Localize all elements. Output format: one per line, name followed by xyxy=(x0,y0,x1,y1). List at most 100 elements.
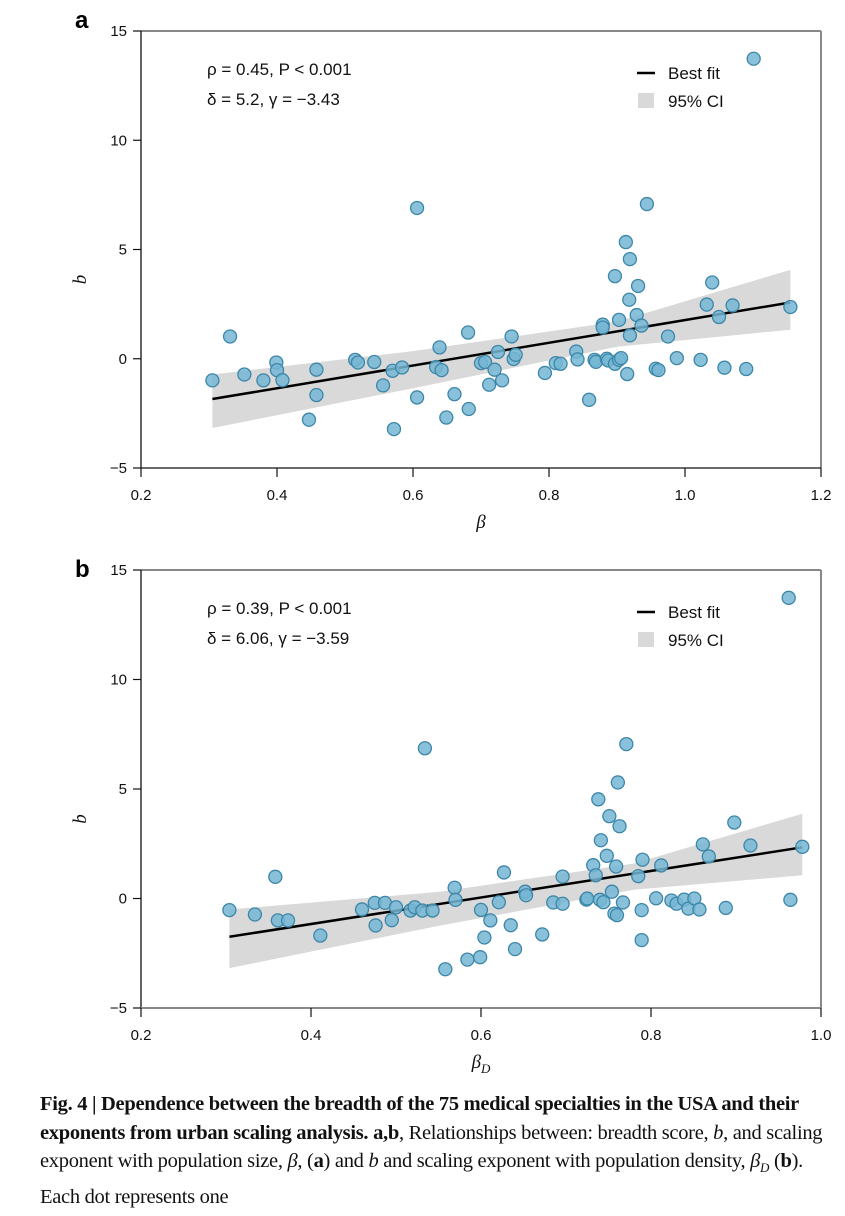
y-axis-label: b xyxy=(70,814,91,824)
data-point xyxy=(725,298,740,313)
data-point xyxy=(247,907,263,922)
data-point xyxy=(537,365,553,381)
data-point xyxy=(394,360,410,375)
data-point xyxy=(630,278,646,294)
data-point xyxy=(503,918,518,933)
panel-label-a: a xyxy=(75,7,89,34)
figure-canvas: a −5 0 5 10 15 0.2 0.4 0.6 0.8 1.0 1.2 β b ρ = 0.45, P… xyxy=(70,7,832,1076)
legend-ci-swatch xyxy=(638,93,654,108)
data-point xyxy=(256,373,271,388)
data-point xyxy=(350,355,366,370)
y-tick-label: 10 xyxy=(110,672,127,689)
x-tick-label: 0.4 xyxy=(301,1027,322,1044)
data-point xyxy=(718,900,733,916)
caption-text: , Relationships between: breadth score, xyxy=(398,1121,714,1144)
data-point xyxy=(604,884,620,899)
data-point xyxy=(535,927,550,942)
data-point xyxy=(599,848,614,863)
data-point xyxy=(555,896,570,911)
data-point xyxy=(596,895,611,910)
x-tick-label: 0.2 xyxy=(131,1027,152,1044)
data-point xyxy=(693,352,708,367)
data-point xyxy=(651,362,666,378)
caption-panel-ref-a: a xyxy=(313,1150,324,1172)
y-tick-label: 10 xyxy=(110,132,127,149)
data-point xyxy=(555,869,570,884)
data-point xyxy=(313,928,328,943)
data-point xyxy=(746,51,761,66)
data-point xyxy=(588,868,603,883)
data-point xyxy=(795,839,810,854)
data-point xyxy=(619,736,634,752)
data-point xyxy=(368,918,383,933)
x-tick-label: 1.2 xyxy=(811,487,832,504)
data-point xyxy=(461,401,476,417)
panel-a: a −5 0 5 10 15 0.2 0.4 0.6 0.8 1.0 1.2 β b ρ = 0.45, P… xyxy=(70,7,831,533)
y-tick-label: −5 xyxy=(110,460,127,477)
caption-panels-label: a,b xyxy=(373,1121,399,1144)
data-point xyxy=(237,367,252,382)
data-point xyxy=(783,299,798,315)
data-point xyxy=(301,412,317,427)
data-point xyxy=(648,891,664,906)
data-point xyxy=(432,340,447,355)
data-point xyxy=(692,902,707,917)
panel-label-b: b xyxy=(75,556,90,583)
data-point xyxy=(460,325,476,340)
data-point xyxy=(222,902,237,918)
x-tick-label: 1.0 xyxy=(811,1027,832,1044)
data-point xyxy=(743,838,758,853)
caption-subscript-d: D xyxy=(760,1160,770,1176)
data-point xyxy=(783,892,798,907)
x-axis-label-subscript: D xyxy=(480,1061,491,1076)
stats-annotation: ρ = 0.39, P < 0.001 xyxy=(207,599,352,618)
stats-annotation: ρ = 0.45, P < 0.001 xyxy=(207,60,352,79)
data-point xyxy=(508,347,523,362)
data-point xyxy=(620,366,635,382)
data-point xyxy=(409,390,425,405)
data-point xyxy=(711,309,727,325)
data-point xyxy=(739,361,754,377)
caption-symbol-beta-d: β xyxy=(750,1150,761,1172)
data-point xyxy=(494,373,510,388)
data-point xyxy=(701,849,716,864)
legend-best-fit-label: Best fit xyxy=(668,64,720,83)
caption-text: , and scaling exponent with population s… xyxy=(40,1121,823,1173)
data-point xyxy=(607,269,623,284)
data-point xyxy=(705,275,720,290)
data-point xyxy=(639,196,655,212)
figure-caption: Fig. 4 | Dependence between the breadth … xyxy=(40,1090,830,1211)
data-point xyxy=(518,888,534,903)
data-point xyxy=(591,792,606,807)
data-point xyxy=(205,373,220,388)
data-point xyxy=(504,329,519,344)
caption-title: Dependence between the breadth of the 75… xyxy=(40,1093,799,1144)
data-point xyxy=(490,344,506,360)
y-tick-label: 15 xyxy=(110,562,127,579)
stats-annotation: δ = 5.2, γ = −3.43 xyxy=(207,90,340,109)
data-point xyxy=(631,869,646,884)
data-point xyxy=(438,962,453,977)
data-point xyxy=(727,815,742,830)
legend-ci-label: 95% CI xyxy=(668,631,724,650)
y-tick-label: −5 xyxy=(110,1000,127,1017)
data-point xyxy=(439,410,454,425)
x-tick-label: 0.8 xyxy=(539,487,560,504)
data-point xyxy=(610,775,625,790)
caption-symbol-b: b xyxy=(713,1121,724,1144)
data-point xyxy=(448,892,463,907)
data-point xyxy=(609,907,625,923)
data-point xyxy=(635,852,650,867)
data-point xyxy=(447,880,462,895)
y-axis-label: b xyxy=(70,275,91,285)
data-point xyxy=(593,833,608,848)
data-point xyxy=(354,902,370,917)
x-tick-label: 0.2 xyxy=(131,487,152,504)
data-point xyxy=(634,318,649,333)
data-point xyxy=(660,329,676,344)
data-point xyxy=(309,362,324,377)
data-point xyxy=(409,200,425,216)
data-point xyxy=(618,234,633,250)
data-point xyxy=(622,292,637,307)
data-point xyxy=(622,328,638,343)
